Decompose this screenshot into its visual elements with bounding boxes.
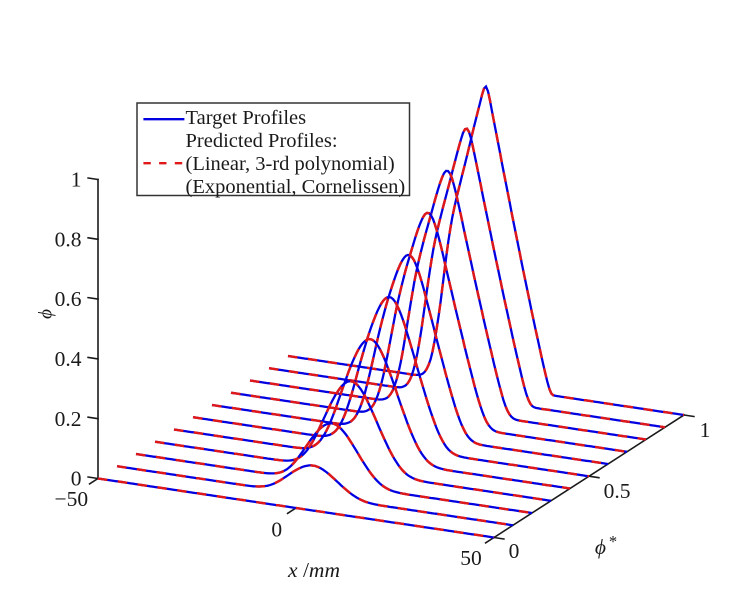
svg-text:x /mm: x /mm: [287, 558, 340, 582]
svg-text:0.5: 0.5: [604, 479, 631, 503]
svg-text:0.8: 0.8: [55, 227, 82, 251]
svg-text:Predicted Profiles:: Predicted Profiles:: [186, 130, 338, 152]
svg-text:0: 0: [509, 539, 520, 563]
svg-text:1: 1: [71, 168, 82, 192]
svg-text:1: 1: [700, 418, 711, 442]
svg-text:ϕ: ϕ: [595, 535, 606, 559]
svg-text:0.6: 0.6: [55, 287, 82, 311]
svg-text:*: *: [609, 532, 617, 551]
svg-text:(Linear, 3-rd polynomial): (Linear, 3-rd polynomial): [186, 153, 395, 175]
svg-text:−50: −50: [54, 487, 88, 511]
svg-text:Target Profiles: Target Profiles: [186, 107, 307, 129]
svg-text:0.4: 0.4: [55, 347, 82, 371]
svg-text:50: 50: [460, 546, 482, 570]
svg-text:0: 0: [71, 467, 82, 491]
svg-text:0.2: 0.2: [55, 407, 82, 431]
svg-text:0: 0: [271, 518, 282, 542]
svg-text:(Exponential, Cornelissen): (Exponential, Cornelissen): [186, 176, 406, 198]
svg-text:ϕ: ϕ: [35, 309, 56, 319]
